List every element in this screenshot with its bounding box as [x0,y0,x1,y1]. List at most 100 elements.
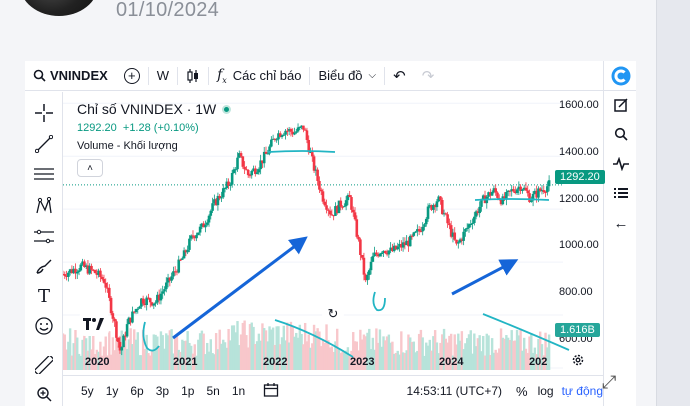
percent-toggle[interactable]: % [516,383,528,399]
volume-bar [108,331,111,370]
indicators-label: Các chỉ báo [232,68,302,83]
toolbar-divider [384,66,386,85]
candle-body [337,200,341,214]
candle-body [373,252,376,257]
watchlist-button[interactable] [610,182,632,204]
page-scroll-strip [656,0,690,406]
time-tick: 2021 [173,356,198,368]
price-chart[interactable] [63,92,603,372]
candle-body [97,270,100,275]
pattern-tool[interactable] [33,195,55,217]
go-to-date-button[interactable] [257,382,285,401]
volume-bar [515,329,519,370]
candle-body [407,240,410,247]
candle-body [227,181,230,186]
volume-bar [271,327,275,370]
volume-bar [284,340,287,370]
volume-bar [421,337,424,370]
volume-bar [124,332,127,370]
candle-body [521,189,524,191]
candle-body [537,188,540,198]
candle-body [204,224,207,228]
interval-button[interactable]: W [156,68,170,83]
volume-bar [482,335,485,370]
candle-body [248,175,252,177]
volume-bar [147,353,150,370]
range-1y[interactable]: 1y [105,384,119,398]
range-5n[interactable]: 5n [206,384,220,398]
zoom-tool[interactable] [33,383,55,405]
candle-body [150,302,154,306]
volume-bar [150,351,154,370]
volume-bar [90,349,93,370]
candle-body [277,133,280,140]
candle-body [243,166,246,170]
chart-type-dropdown[interactable]: Biểu đồ ⌵ [310,61,384,91]
candle-body [439,196,442,200]
indicators-button[interactable]: fx Các chỉ báo [209,61,309,91]
volume-bar [250,322,253,370]
candle-body [296,127,300,132]
volume-bar [319,346,323,370]
trendline-tool[interactable] [33,133,55,155]
brush-tool[interactable] [33,256,55,278]
candle-body [449,225,453,237]
brand-logo-button[interactable] [610,65,632,87]
candle-body [81,261,84,265]
range-1p[interactable]: 1p [181,384,195,398]
candle-body [302,125,305,130]
range-1n[interactable]: 1n [231,384,246,398]
volume-bar [227,328,230,370]
candle-body [259,160,262,170]
volume-bar [531,352,535,370]
volume-bar [238,345,241,370]
collapse-panel-button[interactable]: ← [610,212,632,234]
log-toggle[interactable]: log [537,384,554,398]
volume-bar [432,336,435,370]
candle-body [214,199,218,206]
chevron-up-icon: ˄ [87,162,93,174]
emoji-tool[interactable] [33,315,55,337]
collapse-legend-button[interactable]: ˄ [77,159,103,177]
expand-icon[interactable]: ⤢ [602,372,617,392]
auto-scale-toggle[interactable]: tự động [561,384,603,398]
candle-body [193,236,197,239]
fib-tool[interactable] [33,164,55,186]
projection-tool[interactable] [33,226,55,248]
candle-body [307,139,311,153]
pulse-button[interactable] [610,153,632,175]
candle-body [200,223,204,227]
calendar-icon [264,382,279,397]
candles-type-button[interactable] [178,61,208,91]
symbol-search-button[interactable]: VNINDEX [25,61,116,91]
candle-body [508,190,512,192]
candle-body [314,169,318,171]
undo-button[interactable]: ↶ [385,61,414,91]
range-3p[interactable]: 3p [155,384,170,398]
measure-tool[interactable] [33,354,55,376]
range-6p[interactable]: 6p [130,384,144,398]
candle-body [63,274,67,276]
axis-settings-button[interactable] [571,353,585,372]
crosshair-tool[interactable] [33,102,55,124]
candle-body [421,226,424,232]
volume-bar [191,353,195,370]
range-5y[interactable]: 5y [81,384,94,398]
candle-body [186,249,189,253]
volume-bar [182,340,186,370]
new-window-button[interactable] [610,94,632,116]
tradingview-logo[interactable] [79,312,109,336]
redo-button[interactable]: ↷ [414,61,443,91]
candle-body [391,247,394,252]
candle-body [424,218,428,225]
volume-bar [77,353,81,370]
compare-button[interactable]: + [116,61,148,91]
search-button[interactable] [610,123,632,145]
candle-body [164,282,168,290]
candle-body [366,275,369,281]
volume-bar [489,354,492,370]
candle-body [382,250,385,254]
clock-timezone[interactable]: 14:53:11 (UTC+7) [406,384,503,398]
text-tool[interactable]: T [33,285,55,307]
reset-chart-button[interactable]: ↻ [322,303,344,325]
